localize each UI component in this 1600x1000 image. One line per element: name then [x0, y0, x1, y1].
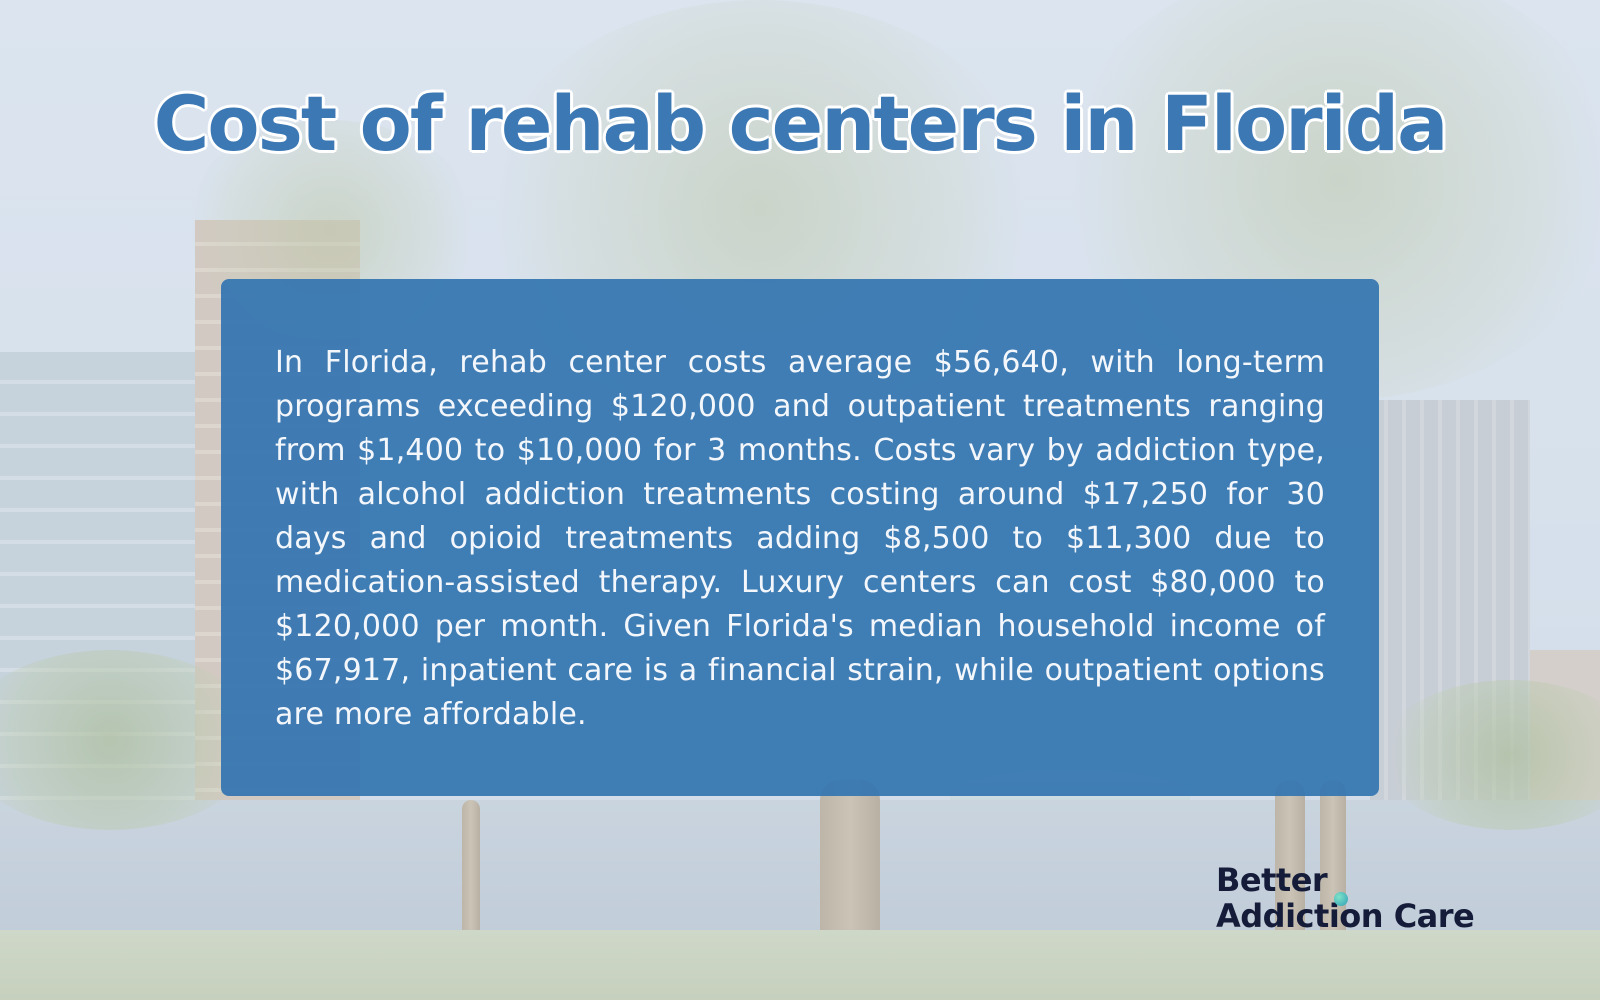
info-card-text: In Florida, rehab center costs average $…: [275, 345, 1325, 732]
logo-line-1: Better: [1216, 861, 1328, 899]
info-card: In Florida, rehab center costs average $…: [221, 279, 1379, 796]
page-title: Cost of rehab centers in Florida: [153, 79, 1449, 168]
grass: [0, 930, 1600, 1000]
bush: [0, 650, 260, 830]
bush: [1380, 680, 1600, 830]
logo-accent-icon: [1334, 892, 1348, 906]
logo-line-2: Addiction Care: [1216, 897, 1475, 935]
palm-trunk: [1320, 780, 1346, 950]
brand-logo: Better Addiction Care: [1216, 862, 1486, 938]
